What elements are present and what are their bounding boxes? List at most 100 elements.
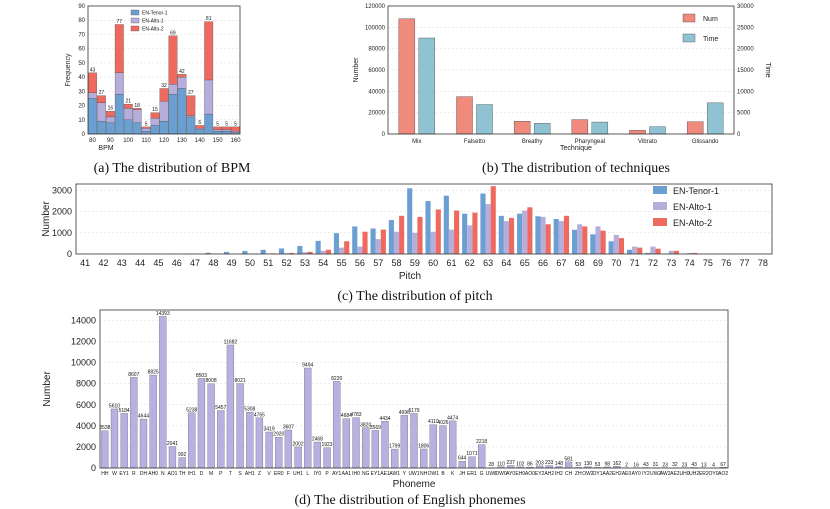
pitch-bar-EN-Tenor-1 bbox=[315, 240, 321, 254]
phoneme-value-label: 1799 bbox=[389, 444, 400, 450]
phoneme-xtick: EH0 bbox=[515, 471, 525, 477]
phoneme-value-label: 4996 bbox=[399, 410, 410, 416]
bpm-legend-swatch bbox=[130, 17, 140, 24]
pitch-xtick: 68 bbox=[575, 258, 585, 268]
pitch-bar-EN-Alto-2 bbox=[618, 238, 625, 254]
pitch-xtick: 77 bbox=[740, 258, 750, 268]
bpm-total-label: 5 bbox=[225, 121, 228, 127]
bpm-ytick: 90 bbox=[78, 4, 85, 10]
pitch-bar-EN-Alto-2 bbox=[399, 215, 405, 254]
phoneme-value-label: 3820 bbox=[360, 422, 371, 428]
phoneme-xtick: W bbox=[112, 471, 117, 477]
technique-y2tick: 15000 bbox=[737, 68, 754, 74]
pitch-bar-EN-Tenor-1 bbox=[205, 252, 211, 254]
pitch-xtick: 42 bbox=[98, 258, 108, 268]
pitch-bar-EN-Tenor-1 bbox=[553, 219, 559, 254]
phoneme-value-label: 1923 bbox=[321, 442, 332, 448]
bpm-bar-EN-Alto-2 bbox=[195, 125, 205, 129]
bpm-bar-EN-Tenor-1 bbox=[168, 94, 178, 135]
bpm-ytick: 40 bbox=[78, 75, 85, 81]
phoneme-bar bbox=[139, 418, 148, 469]
pitch-xtick: 44 bbox=[135, 258, 145, 268]
phoneme-bar bbox=[275, 437, 283, 469]
bpm-bar-EN-Alto-1 bbox=[168, 84, 178, 95]
phoneme-bar bbox=[342, 418, 350, 469]
pitch-xtick: 65 bbox=[520, 258, 530, 268]
pitch-xtick: 52 bbox=[282, 258, 292, 268]
bpm-total-label: 27 bbox=[188, 90, 194, 96]
technique-xtick: Glissando bbox=[692, 139, 719, 145]
pitch-bar-EN-Alto-1 bbox=[393, 231, 400, 254]
technique-xtick: Falsetto bbox=[464, 139, 486, 145]
phoneme-bar bbox=[478, 444, 486, 469]
bpm-bar-EN-Alto-1 bbox=[195, 128, 205, 130]
phoneme-value-label: 2002 bbox=[292, 441, 303, 447]
pitch-xtick: 64 bbox=[501, 258, 511, 268]
phoneme-xtick: UW0 bbox=[486, 471, 497, 477]
phoneme-bar bbox=[284, 429, 293, 469]
bpm-bar-EN-Tenor-1 bbox=[105, 122, 115, 135]
bpm-bar-EN-Alto-1 bbox=[97, 102, 106, 122]
phoneme-xtick: AE0 bbox=[622, 471, 632, 477]
technique-ytick: 80000 bbox=[368, 47, 385, 53]
phoneme-value-label: 5184 bbox=[119, 408, 130, 414]
phoneme-xtick: EH2 bbox=[612, 471, 622, 477]
pitch-xtick: 47 bbox=[190, 258, 200, 268]
phoneme-caption: (d) The distribution of English phonemes bbox=[294, 493, 525, 508]
bpm-ytick: 70 bbox=[78, 32, 85, 38]
bpm-legend-label: EN-Alto-2 bbox=[142, 27, 164, 33]
pitch-bar-EN-Alto-2 bbox=[417, 216, 423, 254]
bpm-bar-EN-Tenor-1 bbox=[123, 119, 133, 135]
phoneme-value-label: 23 bbox=[682, 462, 688, 468]
pitch-bar-EN-Alto-1 bbox=[430, 231, 436, 254]
phoneme-bar bbox=[439, 425, 447, 469]
phoneme-xtick: P bbox=[325, 471, 329, 477]
pitch-bar-EN-Alto-1 bbox=[467, 225, 473, 254]
technique-caption: (b) The distribution of techniques bbox=[482, 161, 670, 176]
phoneme-bar bbox=[255, 417, 264, 469]
phoneme-value-label: 4110 bbox=[428, 419, 439, 425]
phoneme-xtick: D bbox=[200, 471, 204, 477]
phoneme-value-label: 8607 bbox=[128, 372, 139, 378]
phoneme-value-label: 8825 bbox=[148, 370, 159, 376]
pitch-legend: EN-Tenor-1 EN-Alto-1 EN-Alto-2 bbox=[653, 186, 719, 228]
pitch-bar-EN-Alto-1 bbox=[577, 224, 583, 254]
bpm-bar-EN-Alto-2 bbox=[168, 35, 178, 85]
technique-xtick: Pharyngeal bbox=[575, 139, 605, 145]
pitch-bar-EN-Tenor-1 bbox=[333, 233, 340, 254]
pitch-xtick: 54 bbox=[318, 258, 328, 268]
bpm-ytick: 20 bbox=[78, 104, 85, 110]
phoneme-xtick: AW2 bbox=[660, 471, 671, 477]
bpm-total-label: 27 bbox=[99, 90, 105, 96]
phoneme-value-label: 5179 bbox=[408, 408, 419, 414]
phoneme-ytick: 4000 bbox=[76, 421, 96, 431]
pitch-xtick: 76 bbox=[721, 258, 731, 268]
pitch-xtick: 45 bbox=[153, 258, 163, 268]
bpm-bar-EN-Alto-1 bbox=[150, 118, 160, 126]
bpm-bar-EN-Alto-1 bbox=[222, 129, 231, 132]
bpm-bar-EN-Alto-2 bbox=[97, 95, 106, 103]
bpm-legend: EN-Tenor-1 EN-Alto-1 EN-Alto-2 bbox=[130, 9, 168, 33]
phoneme-value-label: 581 bbox=[564, 456, 573, 462]
bpm-bar-EN-Tenor-1 bbox=[177, 88, 187, 135]
pitch-bar-EN-Alto-2 bbox=[563, 215, 570, 254]
pitch-ytick: 1000 bbox=[52, 228, 72, 238]
phoneme-chart: 3538561051848607464488251439320419925238… bbox=[42, 309, 729, 508]
pitch-bar-EN-Tenor-1 bbox=[388, 220, 394, 254]
phoneme-value-label: 5610 bbox=[109, 403, 120, 409]
phoneme-value-label: 67 bbox=[720, 462, 726, 468]
phoneme-value-label: 2468 bbox=[312, 437, 323, 443]
pitch-bar-EN-Alto-1 bbox=[558, 221, 564, 254]
phoneme-xtick: AE1 bbox=[380, 471, 390, 477]
technique-xtick: Breathy bbox=[522, 139, 543, 145]
bpm-bar-EN-Tenor-1 bbox=[88, 98, 97, 135]
phoneme-bar bbox=[391, 448, 399, 469]
phoneme-value-label: 5238 bbox=[186, 407, 197, 413]
phoneme-xtick: N bbox=[161, 471, 165, 477]
pitch-bar-EN-Tenor-1 bbox=[498, 215, 504, 254]
bpm-total-label: 18 bbox=[134, 103, 140, 109]
bpm-bar-EN-Tenor-1 bbox=[195, 129, 205, 135]
phoneme-xtick: Y bbox=[403, 471, 407, 477]
bpm-bar-EN-Alto-1 bbox=[159, 101, 169, 122]
bpm-xtick: 150 bbox=[213, 138, 224, 144]
